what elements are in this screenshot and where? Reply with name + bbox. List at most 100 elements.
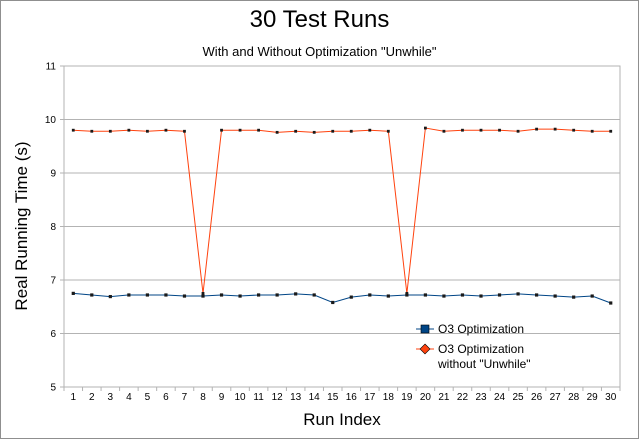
data-point-unwhile (238, 128, 242, 132)
data-point-o3 (164, 293, 168, 297)
x-tick-label: 30 (605, 392, 617, 403)
y-tick-label: 7 (50, 276, 56, 287)
x-tick-label: 2 (89, 392, 95, 403)
data-point-o3 (405, 293, 409, 297)
data-point-unwhile (331, 129, 335, 133)
x-tick-label: 20 (420, 392, 432, 403)
data-point-o3 (257, 293, 261, 297)
data-point-o3 (349, 295, 353, 299)
x-tick-label: 17 (364, 392, 376, 403)
chart-title: 30 Test Runs (249, 6, 390, 33)
legend-label-o3: O3 Optimization (438, 322, 524, 336)
y-tick-label: 5 (50, 383, 56, 394)
data-point-unwhile (312, 130, 316, 134)
data-point-unwhile (275, 130, 279, 134)
data-point-unwhile (183, 129, 186, 133)
x-tick-label: 24 (494, 392, 506, 403)
data-point-o3 (553, 294, 557, 298)
data-point-o3 (90, 293, 94, 297)
data-point-unwhile (590, 129, 594, 133)
data-point-o3 (368, 293, 372, 297)
data-point-unwhile (386, 129, 390, 133)
data-point-o3 (71, 291, 75, 295)
data-point-o3 (238, 294, 242, 298)
data-point-unwhile (294, 129, 298, 133)
data-point-unwhile (516, 129, 520, 133)
x-tick-label: 21 (438, 392, 450, 403)
x-axis-label: Run Index (303, 410, 381, 429)
data-point-unwhile (220, 128, 223, 132)
data-point-o3 (294, 292, 298, 296)
y-tick-label: 11 (46, 62, 57, 73)
x-tick-label: 29 (587, 392, 599, 403)
x-tick-label: 4 (126, 392, 132, 403)
series-line-0 (73, 292, 611, 304)
data-point-unwhile (572, 128, 576, 132)
y-tick-label: 9 (50, 169, 56, 180)
data-point-o3 (108, 294, 112, 299)
y-tick-label: 8 (50, 222, 56, 233)
data-point-unwhile (108, 129, 112, 133)
data-point-unwhile (479, 128, 483, 132)
x-tick-label: 14 (309, 392, 321, 403)
data-point-o3 (516, 292, 520, 296)
legend-label-unwhile-line2: without "Unwhile" (437, 357, 531, 371)
data-point-o3 (460, 293, 465, 297)
data-point-unwhile (349, 129, 353, 133)
data-point-unwhile (71, 128, 75, 132)
data-point-o3 (497, 293, 502, 297)
data-point-o3 (127, 293, 131, 297)
x-tick-label: 22 (457, 392, 469, 403)
x-tick-label: 12 (272, 392, 284, 403)
data-point-unwhile (424, 126, 427, 130)
data-point-o3 (590, 294, 594, 298)
chart-subtitle: With and Without Optimization "Unwhile" (202, 44, 437, 59)
data-point-o3 (609, 301, 613, 305)
data-point-o3 (442, 294, 446, 298)
x-tick-label: 9 (219, 392, 225, 403)
data-point-o3 (331, 300, 335, 305)
data-point-unwhile (461, 128, 464, 132)
x-tick-label: 27 (550, 392, 562, 403)
data-point-o3 (312, 293, 316, 297)
data-point-unwhile (164, 128, 168, 132)
x-tick-label: 18 (383, 392, 395, 403)
y-tick-label: 6 (50, 329, 56, 340)
data-point-unwhile (201, 291, 205, 295)
x-tick-label: 26 (531, 392, 543, 403)
series-line-1 (73, 127, 611, 294)
data-point-o3 (201, 294, 205, 298)
x-tick-label: 5 (145, 392, 151, 403)
data-point-unwhile (498, 128, 501, 132)
x-tick-label: 16 (346, 392, 358, 403)
x-tick-label: 23 (475, 392, 487, 403)
data-point-unwhile (553, 127, 557, 131)
data-point-o3 (572, 295, 576, 299)
data-point-o3 (386, 294, 390, 298)
data-point-o3 (479, 294, 483, 298)
data-point-unwhile (127, 128, 131, 132)
x-tick-label: 7 (182, 392, 188, 403)
x-tick-label: 19 (401, 392, 413, 403)
data-point-unwhile (90, 129, 94, 133)
x-tick-label: 10 (235, 392, 247, 403)
data-point-o3 (145, 293, 149, 297)
x-tick-label: 11 (253, 392, 264, 403)
data-point-unwhile (257, 128, 260, 132)
x-tick-label: 3 (108, 392, 114, 403)
legend-diamond-icon (419, 343, 431, 355)
x-tick-label: 28 (568, 392, 580, 403)
legend-square-icon (420, 324, 430, 334)
x-tick-label: 8 (200, 392, 206, 403)
data-point-o3 (182, 294, 187, 298)
data-point-o3 (219, 293, 224, 297)
data-point-unwhile (405, 291, 409, 295)
legend-label-unwhile-line1: O3 Optimization (438, 342, 524, 356)
data-point-unwhile (442, 129, 446, 133)
x-tick-label: 25 (513, 392, 525, 403)
data-point-unwhile (368, 128, 372, 132)
x-tick-label: 15 (327, 392, 339, 403)
data-point-o3 (423, 293, 427, 297)
data-point-o3 (275, 293, 279, 297)
